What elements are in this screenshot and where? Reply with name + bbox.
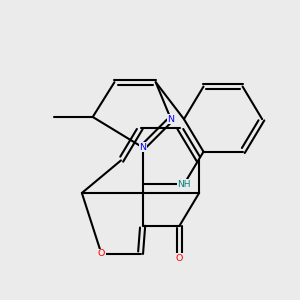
Text: NH: NH: [177, 180, 191, 189]
Text: N: N: [167, 115, 174, 124]
Text: O: O: [98, 249, 105, 258]
Text: N: N: [139, 143, 146, 152]
Text: O: O: [176, 254, 183, 262]
